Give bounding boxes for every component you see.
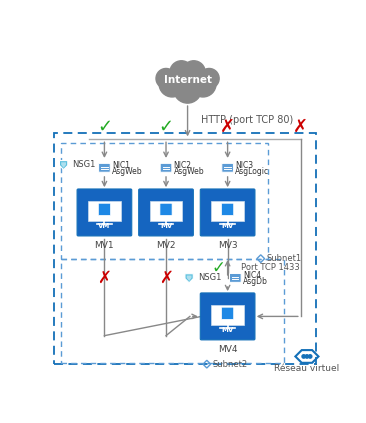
- Text: Internet: Internet: [164, 75, 212, 85]
- Text: AsgWeb: AsgWeb: [112, 167, 143, 176]
- Text: NIC4: NIC4: [243, 271, 261, 280]
- Text: Subnet1: Subnet1: [266, 254, 301, 263]
- Text: Réseau virtuel: Réseau virtuel: [274, 363, 340, 373]
- PathPatch shape: [185, 274, 193, 283]
- FancyBboxPatch shape: [98, 203, 111, 215]
- Circle shape: [190, 71, 216, 97]
- Text: ✓: ✓: [158, 118, 173, 136]
- Text: AsgDb: AsgDb: [243, 277, 268, 286]
- Text: NIC1: NIC1: [112, 161, 130, 170]
- FancyBboxPatch shape: [212, 305, 244, 325]
- FancyBboxPatch shape: [221, 307, 234, 319]
- Circle shape: [302, 355, 305, 358]
- Text: ✗: ✗: [293, 118, 308, 136]
- Text: MV1: MV1: [94, 241, 114, 250]
- Circle shape: [159, 71, 185, 97]
- Text: MV2: MV2: [156, 241, 176, 250]
- Text: MV3: MV3: [218, 241, 238, 250]
- Text: NSG1: NSG1: [198, 273, 222, 283]
- Bar: [60, 258, 284, 363]
- Text: MV4: MV4: [218, 345, 238, 354]
- Text: HTTP (port TCP 80): HTTP (port TCP 80): [201, 115, 293, 125]
- Bar: [55, 133, 316, 364]
- PathPatch shape: [59, 161, 68, 170]
- FancyBboxPatch shape: [229, 274, 241, 282]
- Circle shape: [305, 355, 309, 358]
- FancyBboxPatch shape: [77, 189, 132, 236]
- FancyBboxPatch shape: [160, 203, 172, 215]
- FancyBboxPatch shape: [139, 189, 193, 236]
- FancyBboxPatch shape: [88, 201, 121, 221]
- Circle shape: [156, 69, 176, 88]
- Bar: [60, 143, 268, 258]
- Text: AsgWeb: AsgWeb: [174, 167, 204, 176]
- Text: ✓: ✓: [97, 118, 112, 136]
- FancyBboxPatch shape: [150, 201, 182, 221]
- FancyBboxPatch shape: [200, 189, 255, 236]
- Text: Subnet2: Subnet2: [212, 360, 247, 369]
- FancyBboxPatch shape: [222, 163, 234, 172]
- Circle shape: [171, 63, 205, 97]
- Text: AsgLogic: AsgLogic: [235, 167, 269, 176]
- Text: NIC2: NIC2: [174, 161, 192, 170]
- PathPatch shape: [61, 162, 66, 168]
- Text: ✗: ✗: [97, 269, 111, 287]
- Text: VM: VM: [98, 223, 111, 229]
- Circle shape: [182, 61, 205, 84]
- FancyBboxPatch shape: [221, 203, 234, 215]
- Circle shape: [199, 69, 219, 88]
- Text: NSG1: NSG1: [72, 160, 96, 169]
- FancyBboxPatch shape: [200, 293, 255, 340]
- Text: ✓: ✓: [212, 259, 225, 277]
- Text: ✗: ✗: [220, 118, 235, 136]
- FancyBboxPatch shape: [98, 163, 110, 172]
- Text: MV: MV: [221, 327, 234, 333]
- Circle shape: [174, 75, 201, 103]
- PathPatch shape: [187, 275, 191, 281]
- FancyBboxPatch shape: [212, 201, 244, 221]
- Circle shape: [170, 61, 193, 84]
- Text: MV: MV: [160, 223, 172, 229]
- Circle shape: [309, 355, 312, 358]
- FancyBboxPatch shape: [160, 163, 172, 172]
- Text: NIC3: NIC3: [235, 161, 253, 170]
- Text: ✗: ✗: [159, 269, 173, 287]
- Text: MV: MV: [221, 223, 234, 229]
- Text: Port TCP 1433: Port TCP 1433: [241, 264, 299, 272]
